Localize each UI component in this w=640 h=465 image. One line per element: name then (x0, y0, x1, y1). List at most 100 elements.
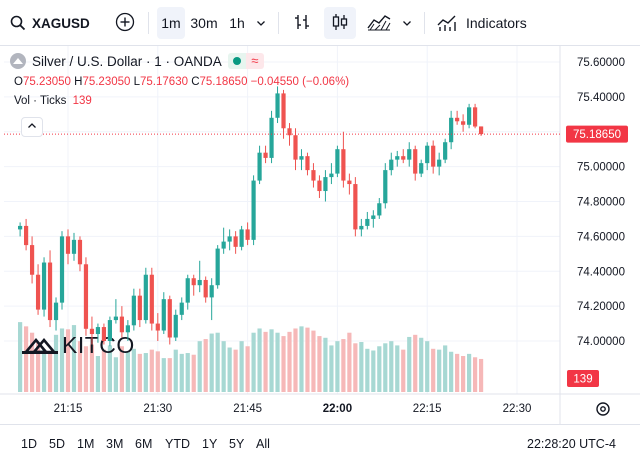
candle (137, 288, 142, 328)
top-toolbar: XAGUSD 1m 30m 1h Indicators (0, 0, 640, 46)
candle-body (323, 177, 328, 192)
volume-bar (305, 327, 310, 392)
candle (155, 313, 160, 341)
volume-bar (377, 346, 382, 392)
chart-settings-button[interactable] (594, 400, 612, 418)
candle (197, 260, 202, 293)
chevron-up-icon (27, 118, 37, 136)
candle (329, 163, 334, 185)
bar-style-button[interactable] (288, 7, 316, 39)
candle (365, 211, 370, 230)
range-button-6m[interactable]: 6M (135, 437, 153, 451)
candle (323, 170, 328, 202)
volume-bar (209, 333, 214, 392)
volume-bar (233, 349, 238, 392)
chart-grid (0, 46, 640, 424)
volume-bar (257, 328, 262, 392)
interval-30m-button[interactable]: 30m (188, 7, 220, 39)
candle-body (335, 149, 340, 174)
interval-dropdown-button[interactable] (252, 7, 270, 39)
candle (269, 110, 274, 164)
volume-bar (59, 328, 65, 392)
volume-bar (245, 346, 250, 392)
candle-body (329, 173, 334, 178)
candle (371, 210, 376, 228)
range-button-ytd[interactable]: YTD (165, 437, 190, 451)
add-symbol-button[interactable] (112, 7, 138, 39)
indicators-icon (436, 13, 458, 33)
candle-body (443, 142, 448, 160)
candle (443, 138, 448, 164)
time-tick-label: 21:45 (233, 403, 262, 415)
volume-bar (221, 341, 226, 392)
volume-bar (191, 354, 196, 392)
clock-timezone[interactable]: 22:28:20 UTC-4 (527, 437, 616, 451)
volume-bar (18, 322, 23, 392)
volume-bar (287, 331, 292, 392)
candle (239, 225, 244, 251)
candle-body (431, 145, 436, 167)
chart-type-dropdown-button[interactable] (398, 7, 416, 39)
candle (263, 145, 268, 164)
candle-body (311, 170, 316, 181)
volume-bar (472, 357, 478, 392)
range-button-5y[interactable]: 5Y (229, 437, 245, 451)
volume-bar (293, 328, 298, 392)
price-chart[interactable]: KITCO 74.0000074.2000074.4000074.6000074… (0, 0, 640, 424)
candle-body (257, 152, 262, 181)
volume-bar (155, 351, 160, 392)
candle (245, 222, 250, 246)
volume-bar (407, 336, 412, 392)
volume-bar (347, 332, 352, 392)
candle-body (209, 285, 214, 298)
candle-body (299, 156, 304, 160)
indicators-label: Indicators (466, 15, 527, 31)
candle-body (137, 295, 142, 321)
interval-1m-button[interactable]: 1m (157, 7, 185, 39)
range-button-1d[interactable]: 1D (21, 437, 37, 451)
range-button-5d[interactable]: 5D (49, 437, 65, 451)
interval-1h-button[interactable]: 1h (224, 7, 250, 39)
candles-style-button[interactable] (324, 7, 356, 39)
candle (71, 232, 77, 261)
volume-bar (263, 331, 268, 392)
volume-bar (329, 345, 334, 392)
indicators-button[interactable]: Indicators (436, 7, 536, 39)
candle (455, 110, 460, 125)
volume-value: 139 (72, 95, 92, 107)
volume-bar (161, 358, 166, 392)
candle (119, 306, 124, 338)
candle-body (245, 229, 250, 240)
close-value: 75.18650 (199, 76, 248, 88)
symbol-search[interactable]: XAGUSD (10, 0, 90, 46)
candle (131, 288, 136, 331)
time-tick-label: 21:30 (143, 403, 172, 415)
volume-bar (65, 329, 71, 392)
candle (233, 231, 238, 254)
collapse-legend-button[interactable] (21, 117, 43, 137)
time-tick-label: 22:15 (413, 403, 442, 415)
range-button-1m[interactable]: 1M (77, 437, 95, 451)
volume-bar (149, 349, 154, 392)
range-button-3m[interactable]: 3M (106, 437, 124, 451)
volume-bar (95, 356, 101, 392)
volume-bar (478, 358, 484, 392)
current-volume-badge: 139 (567, 370, 599, 387)
market-status-toggle[interactable]: ≈ (227, 53, 264, 69)
volume-bars (18, 322, 484, 392)
candle-body (472, 107, 478, 127)
volume-bar (353, 343, 358, 392)
candle (341, 131, 346, 188)
candle-body (239, 229, 244, 247)
candle-body (275, 93, 280, 118)
volume-bar (47, 351, 53, 392)
range-button-1y[interactable]: 1Y (202, 437, 218, 451)
candle-body (53, 302, 59, 321)
toolbar-divider (148, 12, 149, 34)
candle (41, 257, 47, 317)
volume-bar (461, 356, 466, 392)
candle (65, 229, 71, 265)
area-style-button[interactable] (362, 7, 396, 39)
candle-body (23, 225, 29, 246)
range-button-all[interactable]: All (256, 437, 270, 451)
